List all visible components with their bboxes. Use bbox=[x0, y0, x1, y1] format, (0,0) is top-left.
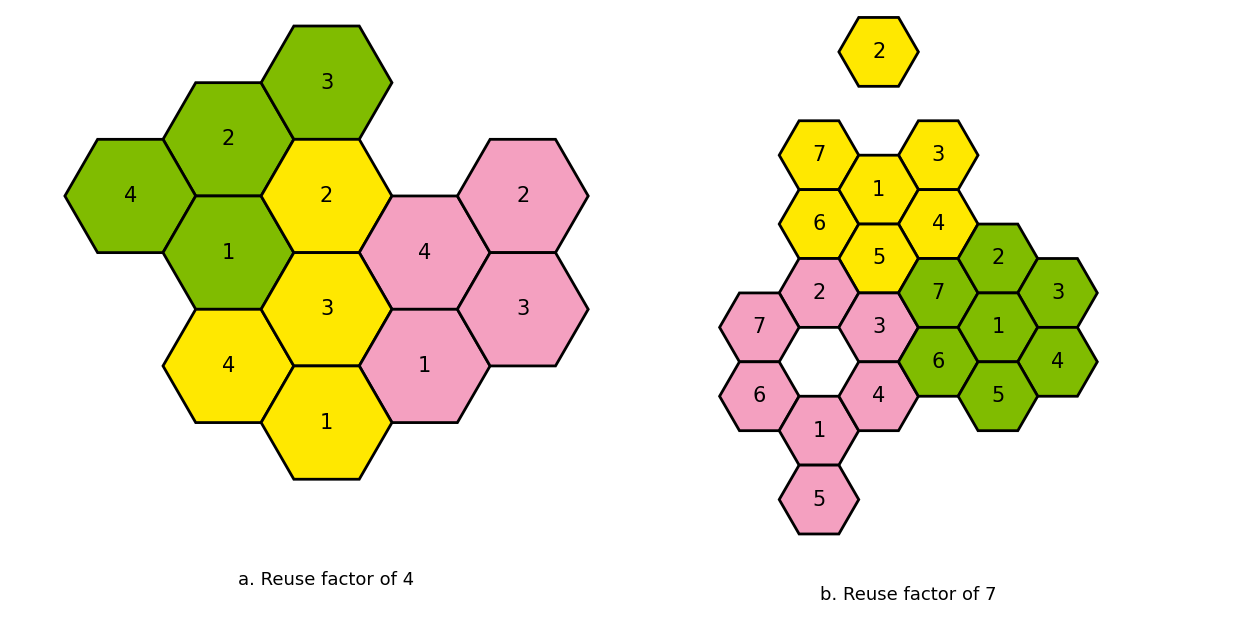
Text: 2: 2 bbox=[872, 42, 885, 62]
Text: 3: 3 bbox=[516, 299, 530, 319]
Polygon shape bbox=[720, 362, 799, 430]
Polygon shape bbox=[359, 196, 490, 309]
Polygon shape bbox=[163, 196, 294, 309]
Text: 4: 4 bbox=[417, 242, 431, 263]
Text: 1: 1 bbox=[992, 317, 1004, 338]
Text: 1: 1 bbox=[813, 421, 826, 440]
Polygon shape bbox=[1018, 259, 1098, 327]
Polygon shape bbox=[779, 465, 858, 534]
Text: 4: 4 bbox=[931, 214, 945, 234]
Text: 4: 4 bbox=[872, 386, 885, 406]
Polygon shape bbox=[779, 259, 858, 327]
Polygon shape bbox=[839, 155, 919, 224]
Polygon shape bbox=[958, 293, 1037, 362]
Polygon shape bbox=[899, 189, 978, 259]
Polygon shape bbox=[839, 17, 919, 87]
Polygon shape bbox=[720, 293, 799, 362]
Polygon shape bbox=[839, 224, 919, 293]
Text: 5: 5 bbox=[872, 249, 885, 269]
Text: 6: 6 bbox=[752, 386, 766, 406]
Polygon shape bbox=[457, 252, 588, 366]
Polygon shape bbox=[958, 224, 1037, 293]
Polygon shape bbox=[958, 362, 1037, 430]
Text: 3: 3 bbox=[872, 317, 885, 338]
Polygon shape bbox=[457, 140, 588, 252]
Text: 2: 2 bbox=[992, 249, 1004, 269]
Polygon shape bbox=[261, 366, 391, 479]
Text: 1: 1 bbox=[872, 179, 885, 199]
Text: 1: 1 bbox=[417, 356, 431, 376]
Text: 4: 4 bbox=[124, 186, 137, 206]
Polygon shape bbox=[261, 252, 391, 366]
Text: 4: 4 bbox=[222, 356, 235, 376]
Text: 2: 2 bbox=[320, 186, 333, 206]
Polygon shape bbox=[359, 309, 490, 422]
Text: 2: 2 bbox=[516, 186, 530, 206]
Text: 3: 3 bbox=[931, 145, 945, 165]
Polygon shape bbox=[899, 121, 978, 189]
Polygon shape bbox=[1018, 327, 1098, 396]
Polygon shape bbox=[65, 140, 195, 252]
Polygon shape bbox=[261, 140, 391, 252]
Text: 6: 6 bbox=[931, 352, 945, 372]
Polygon shape bbox=[779, 396, 858, 465]
Text: 7: 7 bbox=[931, 283, 945, 303]
Text: 7: 7 bbox=[813, 145, 826, 165]
Text: 5: 5 bbox=[813, 490, 826, 510]
Text: 7: 7 bbox=[752, 317, 766, 338]
Text: 2: 2 bbox=[222, 130, 235, 150]
Polygon shape bbox=[839, 362, 919, 430]
Text: 1: 1 bbox=[320, 412, 333, 432]
Polygon shape bbox=[163, 309, 294, 422]
Text: 4: 4 bbox=[1051, 352, 1065, 372]
Polygon shape bbox=[899, 259, 978, 327]
Text: a. Reuse factor of 4: a. Reuse factor of 4 bbox=[238, 571, 415, 589]
Text: 3: 3 bbox=[320, 73, 333, 93]
Text: 3: 3 bbox=[320, 299, 333, 319]
Polygon shape bbox=[163, 83, 294, 196]
Text: 6: 6 bbox=[813, 214, 826, 234]
Polygon shape bbox=[839, 293, 919, 362]
Polygon shape bbox=[261, 26, 391, 140]
Text: 2: 2 bbox=[813, 283, 826, 303]
Text: 1: 1 bbox=[222, 242, 235, 263]
Polygon shape bbox=[899, 327, 978, 396]
Polygon shape bbox=[779, 121, 858, 189]
Text: 5: 5 bbox=[992, 386, 1004, 406]
Text: 3: 3 bbox=[1051, 283, 1065, 303]
Polygon shape bbox=[779, 189, 858, 259]
Text: b. Reuse factor of 7: b. Reuse factor of 7 bbox=[820, 586, 997, 604]
